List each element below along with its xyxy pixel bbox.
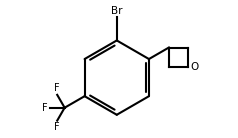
Text: F: F [55,122,60,132]
Text: O: O [191,62,199,72]
Text: F: F [55,83,60,93]
Text: Br: Br [111,6,123,16]
Text: F: F [42,103,48,113]
